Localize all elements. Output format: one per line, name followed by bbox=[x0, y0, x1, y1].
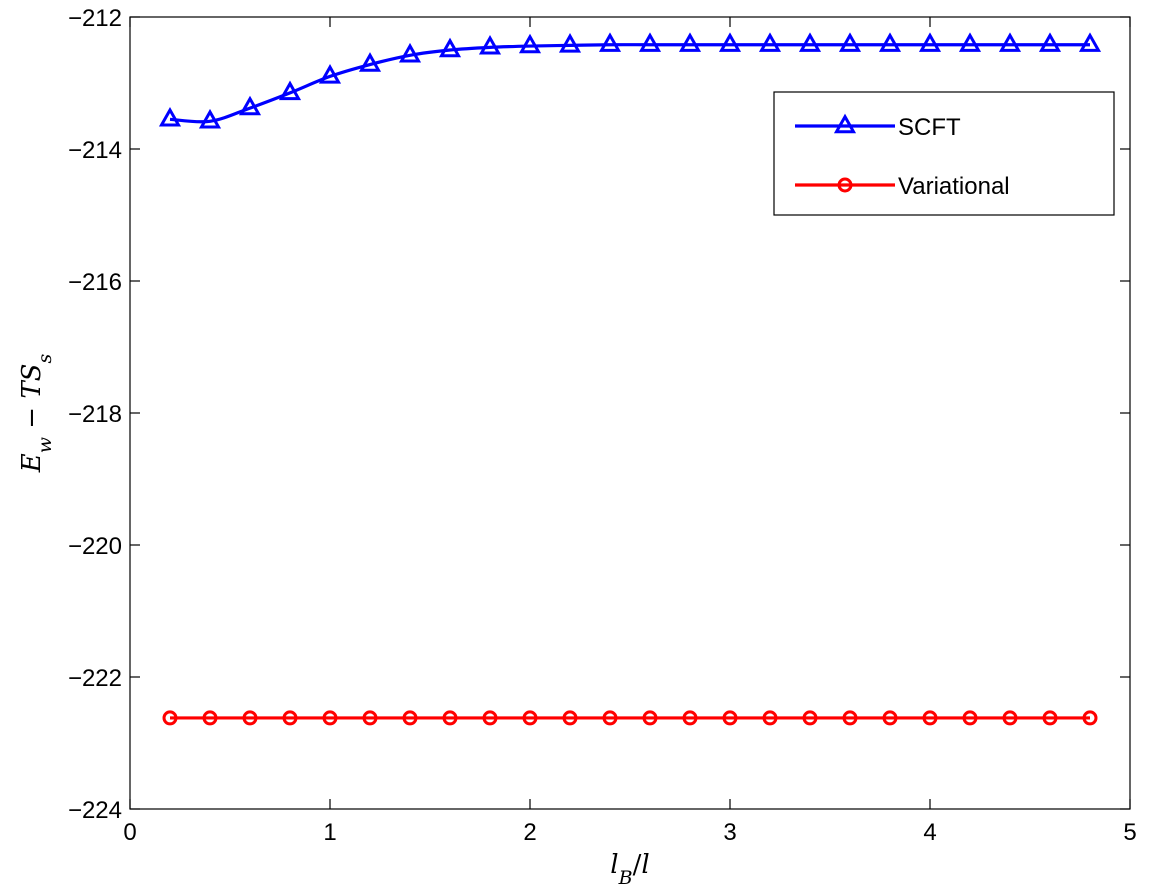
legend-label-variational: Variational bbox=[898, 173, 1010, 200]
data-point-variational bbox=[642, 710, 658, 726]
data-point-scft bbox=[998, 32, 1022, 52]
data-point-variational bbox=[1082, 710, 1098, 726]
data-point-variational bbox=[362, 710, 378, 726]
x-tick-label: 1 bbox=[323, 819, 336, 846]
data-point-scft bbox=[278, 80, 302, 101]
data-point-scft bbox=[318, 64, 342, 84]
y-tick-label: −214 bbox=[68, 137, 122, 164]
data-point-scft bbox=[518, 33, 542, 54]
legend-item-variational: Variational bbox=[795, 173, 1010, 200]
data-point-variational bbox=[762, 710, 778, 726]
data-point-variational bbox=[722, 710, 738, 726]
y-tick-label: −224 bbox=[68, 797, 122, 824]
y-tick-label: −218 bbox=[68, 401, 122, 428]
x-tick-label: 2 bbox=[523, 819, 536, 846]
data-point-variational bbox=[882, 710, 898, 726]
data-point-scft bbox=[958, 32, 982, 52]
series-variational bbox=[162, 710, 1098, 726]
tick-layer: 0 1 2 3 4 5 −224 −222 −220 −218 −216 −214 −212 bbox=[68, 5, 1137, 846]
data-point-variational bbox=[442, 710, 458, 726]
data-point-variational bbox=[402, 710, 418, 726]
legend-label-scft: SCFT bbox=[898, 114, 961, 141]
legend-box bbox=[773, 91, 1115, 216]
data-point-variational bbox=[1042, 710, 1058, 726]
data-point-variational bbox=[282, 710, 298, 726]
data-point-variational bbox=[602, 710, 618, 726]
data-point-variational bbox=[162, 710, 178, 726]
data-point-scft bbox=[478, 35, 502, 55]
data-point-scft bbox=[598, 32, 622, 52]
data-point-scft bbox=[678, 32, 702, 52]
data-point-scft bbox=[638, 32, 662, 52]
y-tick-label: −220 bbox=[68, 533, 122, 560]
data-point-variational bbox=[802, 710, 818, 726]
data-point-scft bbox=[398, 42, 422, 63]
data-point-variational bbox=[322, 710, 338, 726]
series-line-scft bbox=[169, 43, 1090, 124]
x-tick-label: 5 bbox=[1123, 819, 1136, 846]
data-point-variational bbox=[482, 710, 498, 726]
data-point-variational bbox=[562, 710, 578, 726]
series-layer bbox=[158, 32, 1102, 726]
y-tick-label: −212 bbox=[68, 5, 122, 32]
data-point-scft bbox=[238, 95, 262, 116]
data-point-scft bbox=[918, 32, 942, 52]
x-tick-label: 4 bbox=[923, 819, 936, 846]
data-point-variational bbox=[922, 710, 938, 726]
data-point-variational bbox=[522, 710, 538, 726]
data-point-scft bbox=[718, 32, 742, 52]
data-point-scft bbox=[838, 32, 862, 52]
y-tick-label: −222 bbox=[68, 665, 122, 692]
data-point-scft bbox=[358, 52, 382, 72]
y-axis-label: Ew − TSs bbox=[17, 354, 56, 474]
legend-item-scft: SCFT bbox=[795, 113, 961, 141]
data-point-variational bbox=[962, 710, 978, 726]
data-point-scft bbox=[1038, 32, 1062, 52]
data-point-variational bbox=[242, 710, 258, 726]
legend: SCFT Variational bbox=[773, 91, 1115, 216]
data-point-variational bbox=[1002, 710, 1018, 726]
data-point-scft bbox=[758, 32, 782, 52]
data-point-variational bbox=[842, 710, 858, 726]
x-tick-label: 0 bbox=[123, 819, 136, 846]
x-tick-label: 3 bbox=[723, 819, 736, 846]
legend-marker-scft bbox=[833, 113, 857, 134]
data-point-variational bbox=[682, 710, 698, 726]
data-point-scft bbox=[1078, 32, 1102, 52]
data-point-scft bbox=[798, 32, 822, 52]
data-point-scft bbox=[878, 32, 902, 52]
data-point-variational bbox=[202, 710, 218, 726]
legend-marker-variational bbox=[837, 177, 853, 193]
series-scft bbox=[158, 32, 1102, 129]
data-point-scft bbox=[438, 37, 462, 58]
data-point-scft bbox=[158, 106, 182, 127]
legend-items: SCFT Variational bbox=[795, 113, 1010, 200]
y-tick-label: −216 bbox=[68, 269, 122, 296]
data-point-scft bbox=[558, 33, 582, 53]
x-axis-label: lB/l bbox=[610, 850, 649, 889]
data-point-scft bbox=[198, 108, 222, 129]
